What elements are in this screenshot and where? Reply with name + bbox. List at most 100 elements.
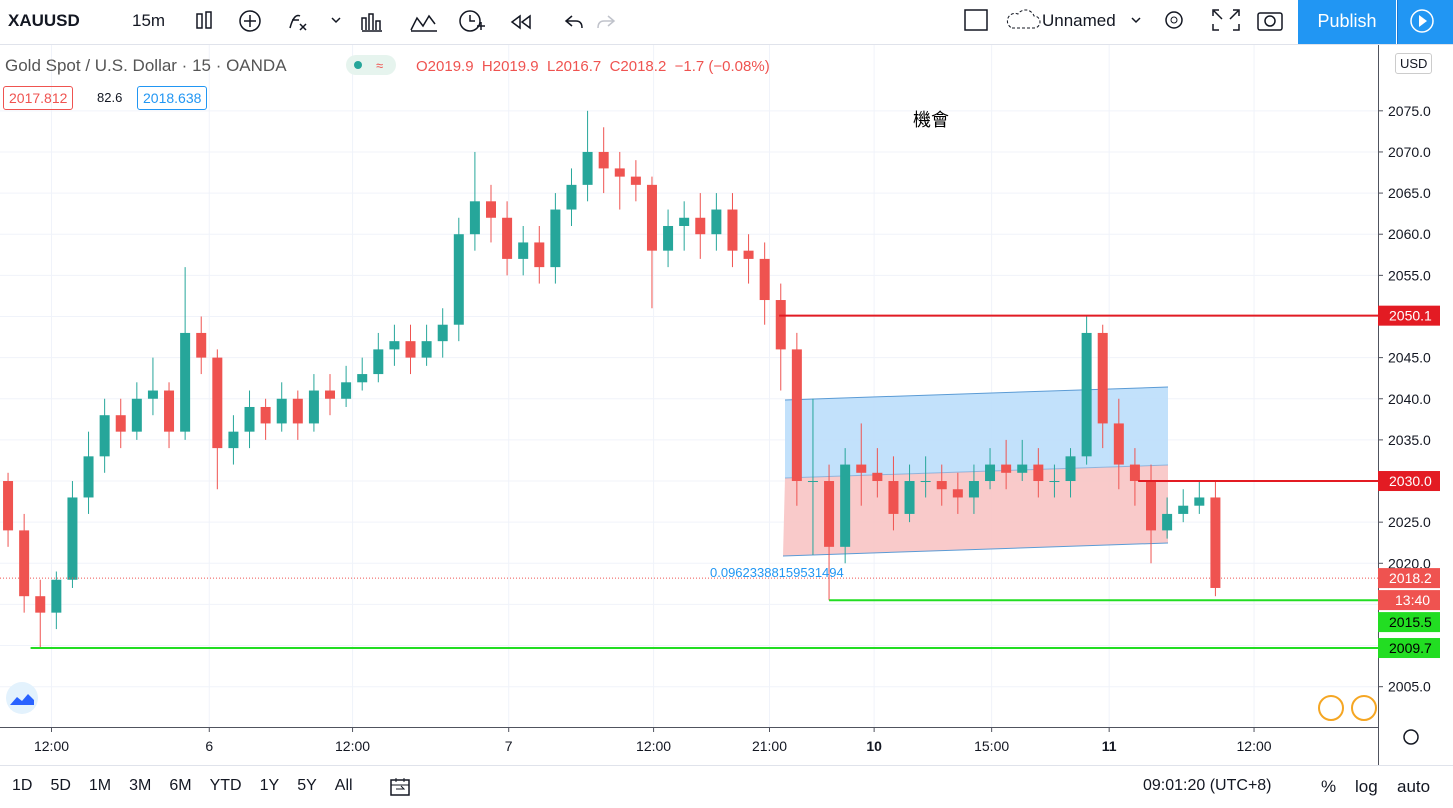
high-label: H xyxy=(481,58,493,75)
price-tag xyxy=(1378,305,1440,326)
candle-body xyxy=(421,341,432,358)
layout-name[interactable]: Unnamed xyxy=(1042,11,1116,30)
candle-body xyxy=(485,201,496,218)
price-tag xyxy=(1378,471,1440,492)
range-button[interactable]: 6M xyxy=(169,777,192,794)
candle-body xyxy=(775,300,786,350)
play-button[interactable] xyxy=(1397,0,1453,44)
candle-body xyxy=(196,332,207,358)
candle-body xyxy=(582,151,593,185)
candle-body xyxy=(904,481,915,514)
candle-body xyxy=(1081,332,1092,457)
candle-body xyxy=(614,168,625,177)
y-tick-label: 2040.0 xyxy=(1388,391,1431,407)
candle-body xyxy=(920,481,931,483)
clock[interactable]: 09:01:20 (UTC+8) xyxy=(1143,777,1272,794)
logo-mark xyxy=(10,694,34,705)
range-button[interactable]: 1Y xyxy=(259,777,280,794)
candle-body xyxy=(598,151,609,169)
x-tick-label: 11 xyxy=(1102,738,1117,754)
svg-text:≈: ≈ xyxy=(376,58,383,73)
candle-body xyxy=(888,481,899,514)
countdown-tag xyxy=(1378,590,1440,611)
y-tick-label: 2060.0 xyxy=(1388,226,1431,242)
candle-body xyxy=(212,357,223,449)
candle-body xyxy=(518,242,529,259)
candle-body xyxy=(1065,456,1076,482)
candle-body xyxy=(646,184,657,251)
goto-date-icon[interactable] xyxy=(388,775,412,799)
chart: 2005.02010.02015.02020.02025.02030.02035… xyxy=(0,45,1453,765)
symbol[interactable]: XAUUSD xyxy=(8,11,80,30)
low: 2016.7 xyxy=(555,58,602,75)
price-tag-label: 2030.0 xyxy=(1389,473,1432,489)
range-button[interactable]: 3M xyxy=(129,777,152,794)
candle-body xyxy=(292,398,303,424)
ohlc: O2019.9 H2019.9 L2016.7 C2018.2 −1.7 (−0… xyxy=(416,58,770,75)
range-button[interactable]: 1D xyxy=(12,777,33,794)
x-tick-label: 7 xyxy=(505,738,513,754)
candle-body xyxy=(228,431,239,449)
candle-body xyxy=(711,209,722,235)
publish-button[interactable]: Publish xyxy=(1298,0,1396,44)
candle-body xyxy=(534,242,545,268)
candle-body xyxy=(325,390,336,399)
candle-body xyxy=(83,456,94,498)
candle-body xyxy=(1178,505,1189,514)
candle-body xyxy=(1113,423,1124,465)
candle-body xyxy=(872,472,883,482)
candle-body xyxy=(824,481,835,547)
candle-body xyxy=(502,217,513,259)
candle-body xyxy=(1210,497,1221,588)
log-toggle[interactable]: log xyxy=(1355,777,1378,796)
toolbar-right-icons[interactable] xyxy=(960,6,1290,38)
range-button[interactable]: 5D xyxy=(50,777,71,794)
toolbar-icons[interactable] xyxy=(190,6,620,38)
price-tag xyxy=(1378,568,1440,589)
candle-body xyxy=(968,481,979,498)
open: 2019.9 xyxy=(427,58,474,75)
candle-body xyxy=(147,390,158,399)
measure-label: 0.09623388159531494 xyxy=(710,565,844,580)
price-tag xyxy=(1378,612,1440,633)
range-button[interactable]: All xyxy=(334,777,353,794)
play-icon xyxy=(1410,9,1434,33)
y-tick-label: 2075.0 xyxy=(1388,103,1431,119)
candle-body xyxy=(1049,481,1060,483)
x-tick-label: 12:00 xyxy=(34,738,69,754)
y-tick-label: 2005.0 xyxy=(1388,679,1431,695)
percent-toggle[interactable]: % xyxy=(1321,777,1337,796)
range-button[interactable]: 1M xyxy=(88,777,112,794)
open-label: O xyxy=(416,58,428,75)
interval[interactable]: 15m xyxy=(132,11,166,30)
range-button[interactable]: YTD xyxy=(209,777,242,794)
range-button[interactable]: 5Y xyxy=(297,777,317,794)
ask[interactable]: 2018.638 xyxy=(137,86,208,110)
bid[interactable]: 2017.812 xyxy=(3,86,74,110)
candle-body xyxy=(244,406,255,432)
candle-body xyxy=(1194,497,1205,506)
currency[interactable]: USD xyxy=(1395,53,1433,74)
candle-body xyxy=(1097,332,1108,424)
candle-body xyxy=(695,217,706,235)
candle-body xyxy=(1129,464,1140,482)
y-tick-label: 2055.0 xyxy=(1388,267,1431,283)
candle-body xyxy=(373,349,384,375)
low-label: L xyxy=(546,58,556,75)
auto-toggle[interactable]: auto xyxy=(1397,777,1431,796)
x-tick-label: 6 xyxy=(205,738,213,754)
candle-body xyxy=(1146,481,1157,531)
candle-body xyxy=(35,596,46,613)
candle-body xyxy=(1162,513,1173,531)
y-tick-label: 2045.0 xyxy=(1388,350,1431,366)
spread: 82.6 xyxy=(97,90,123,105)
status-pill[interactable]: ≈ xyxy=(346,55,396,75)
candle-body xyxy=(791,349,802,482)
candle-body xyxy=(437,324,448,342)
candle-body xyxy=(985,464,996,482)
candle-body xyxy=(1017,464,1028,473)
price-tag-label: 2018.2 xyxy=(1389,570,1432,586)
candle-body xyxy=(3,481,14,531)
price-tag xyxy=(1378,638,1440,659)
event-icon xyxy=(1351,695,1377,721)
